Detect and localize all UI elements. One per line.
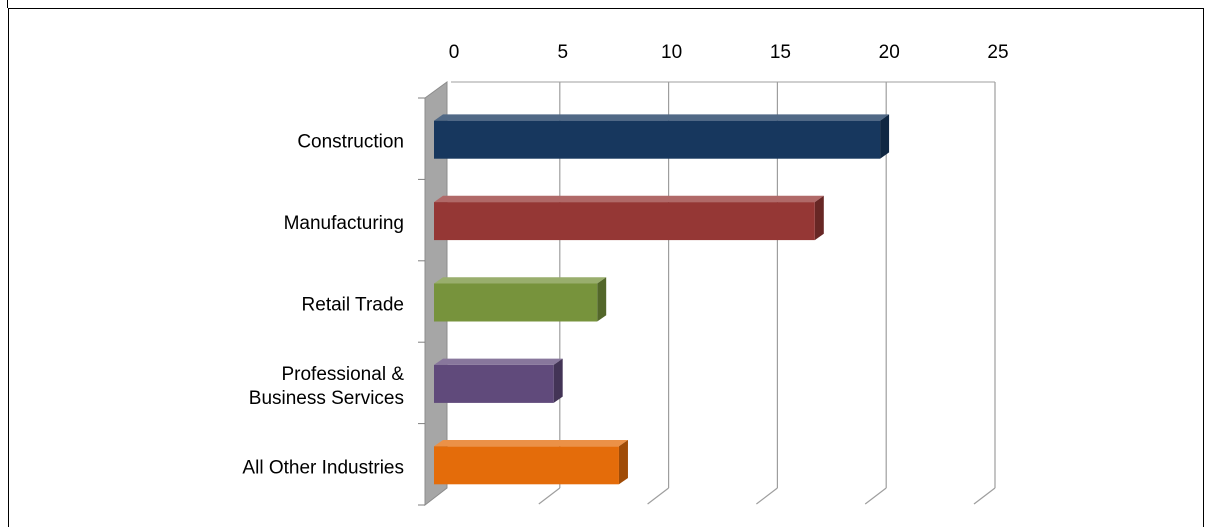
x-axis-ticks: 0 5 10 15 20 25 xyxy=(449,42,1009,63)
bar xyxy=(434,359,563,403)
category-labels: Construction Manufacturing Retail Trade Pro… xyxy=(242,132,404,479)
bar-front-face xyxy=(434,446,619,484)
bar-top-face xyxy=(434,277,606,283)
x-tick-label: 5 xyxy=(558,42,569,63)
bar-front-face xyxy=(434,121,880,159)
bar-side-face xyxy=(815,196,824,240)
category-label: Manufacturing xyxy=(284,213,404,234)
category-label: Retail Trade xyxy=(302,295,404,316)
bar-top-face xyxy=(434,196,824,202)
x-tick-label: 25 xyxy=(987,42,1008,63)
gridline-floor xyxy=(974,488,995,504)
gridline-floor xyxy=(539,488,560,504)
gridline-floor xyxy=(648,488,669,504)
bar xyxy=(434,114,889,158)
bar-side-face xyxy=(619,440,628,484)
bar-side-face xyxy=(554,359,563,403)
gridline-floor xyxy=(756,488,777,504)
bar-front-face xyxy=(434,365,554,403)
bar-front-face xyxy=(434,202,815,240)
bar-top-face xyxy=(434,440,628,446)
category-label: All Other Industries xyxy=(242,457,404,478)
bar-top-face xyxy=(434,359,563,365)
x-tick-label: 20 xyxy=(879,42,900,63)
bar-side-face xyxy=(597,277,606,321)
bar xyxy=(434,277,606,321)
bars xyxy=(434,114,889,484)
x-tick-label: 10 xyxy=(661,42,682,63)
bar xyxy=(434,196,824,240)
gridline-floor xyxy=(865,488,886,504)
bar-front-face xyxy=(434,284,597,322)
category-label: Professional & xyxy=(281,364,404,385)
x-tick-label: 15 xyxy=(770,42,791,63)
x-tick-label: 0 xyxy=(449,42,460,63)
bar-side-face xyxy=(880,114,889,158)
bar-top-face xyxy=(434,114,889,120)
category-label: Construction xyxy=(297,132,404,153)
bar xyxy=(434,440,628,484)
category-label: Business Services xyxy=(249,388,404,409)
